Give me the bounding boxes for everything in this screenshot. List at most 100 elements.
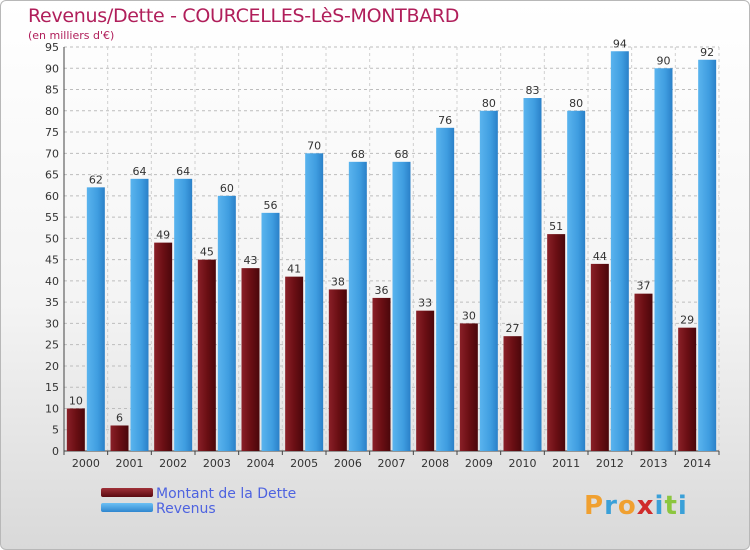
revenue-data-label: 76 (438, 114, 452, 127)
y-tick-label: 15 (45, 381, 59, 394)
debt-bar (416, 310, 435, 451)
debt-bar (547, 234, 566, 451)
debt-bar (110, 425, 129, 451)
proxiti-logo: Proxiti (584, 491, 688, 521)
y-tick-label: 85 (45, 84, 59, 97)
revenue-data-label: 92 (700, 46, 714, 59)
revenue-data-label: 64 (176, 165, 190, 178)
debt-bar (197, 259, 216, 451)
revenue-data-label: 68 (395, 148, 409, 161)
y-tick-label: 0 (52, 445, 59, 458)
debt-data-label: 38 (331, 275, 345, 288)
revenue-data-label: 80 (482, 97, 496, 110)
y-tick-label: 90 (45, 62, 59, 75)
debt-bar (372, 297, 391, 451)
y-tick-label: 80 (45, 105, 59, 118)
debt-bar (154, 242, 173, 451)
y-tick-label: 5 (52, 424, 59, 437)
debt-bar (678, 327, 697, 451)
chart-title: Revenus/Dette - COURCELLES-LèS-MONTBARD (28, 5, 460, 27)
debt-data-label: 51 (549, 220, 563, 233)
y-tick-label: 30 (45, 317, 59, 330)
x-tick-label: 2000 (72, 457, 100, 470)
y-tick-label: 45 (45, 254, 59, 267)
y-tick-label: 65 (45, 169, 59, 182)
legend-swatch-revenue (101, 503, 153, 512)
y-tick-label: 50 (45, 232, 59, 245)
x-tick-label: 2013 (640, 457, 668, 470)
legend-swatch-debt (101, 488, 153, 497)
debt-data-label: 37 (637, 280, 651, 293)
x-tick-label: 2008 (421, 457, 449, 470)
y-tick-label: 60 (45, 190, 59, 203)
chart-subtitle: (en milliers d'€) (28, 29, 115, 42)
debt-data-label: 10 (69, 394, 83, 407)
x-tick-label: 2011 (552, 457, 580, 470)
x-tick-label: 2014 (683, 457, 711, 470)
revenue-bar (261, 212, 280, 451)
debt-data-label: 44 (593, 250, 607, 263)
revenue-bar (479, 110, 498, 451)
x-tick-label: 2001 (116, 457, 144, 470)
debt-data-label: 49 (156, 229, 170, 242)
legend-label-debt: Montant de la Dette (156, 486, 297, 502)
debt-data-label: 6 (116, 411, 123, 424)
debt-data-label: 43 (244, 254, 258, 267)
debt-data-label: 27 (506, 322, 520, 335)
y-tick-label: 35 (45, 296, 59, 309)
debt-bar (285, 276, 304, 451)
debt-bar (503, 336, 522, 451)
debt-bar (241, 268, 260, 451)
x-tick-label: 2010 (509, 457, 537, 470)
revenue-bar (174, 178, 193, 451)
debt-bar (66, 408, 85, 451)
debt-bar (634, 293, 653, 451)
x-tick-label: 2005 (290, 457, 318, 470)
y-tick-label: 20 (45, 360, 59, 373)
x-tick-label: 2002 (159, 457, 187, 470)
x-tick-label: 2012 (596, 457, 624, 470)
revenue-bar (436, 127, 455, 452)
y-tick-label: 55 (45, 211, 59, 224)
revenue-data-label: 83 (526, 84, 540, 97)
debt-data-label: 45 (200, 246, 214, 259)
revenue-bar (567, 110, 586, 451)
debt-data-label: 29 (680, 314, 694, 327)
y-tick-label: 95 (45, 41, 59, 54)
debt-data-label: 41 (287, 263, 301, 276)
x-tick-label: 2004 (247, 457, 275, 470)
debt-bar (459, 323, 478, 451)
revenue-bar (610, 51, 629, 452)
y-tick-label: 75 (45, 126, 59, 139)
revenue-data-label: 70 (307, 139, 321, 152)
revenue-bar (130, 178, 149, 451)
revenue-bar (654, 68, 673, 452)
revenue-bar (523, 98, 542, 451)
revenue-bar (305, 153, 324, 451)
revenue-data-label: 62 (89, 173, 103, 186)
debt-bar (328, 289, 347, 451)
legend-label-revenue: Revenus (156, 501, 216, 517)
revenue-bar (698, 59, 717, 451)
x-tick-label: 2006 (334, 457, 362, 470)
revenue-bar (86, 187, 105, 451)
x-tick-label: 2003 (203, 457, 231, 470)
y-tick-label: 10 (45, 402, 59, 415)
revenue-data-label: 60 (220, 182, 234, 195)
revenue-bar (217, 195, 236, 451)
y-tick-label: 40 (45, 275, 59, 288)
revenue-data-label: 56 (264, 199, 278, 212)
revenue-data-label: 68 (351, 148, 365, 161)
x-tick-label: 2007 (378, 457, 406, 470)
revenue-bar (392, 161, 411, 452)
x-tick-label: 2009 (465, 457, 493, 470)
debt-data-label: 36 (375, 284, 389, 297)
revenue-data-label: 90 (657, 54, 671, 67)
debt-data-label: 33 (418, 297, 432, 310)
revenue-data-label: 94 (613, 37, 627, 50)
revenue-data-label: 64 (133, 165, 147, 178)
y-tick-label: 25 (45, 339, 59, 352)
revenue-bar (348, 161, 367, 452)
